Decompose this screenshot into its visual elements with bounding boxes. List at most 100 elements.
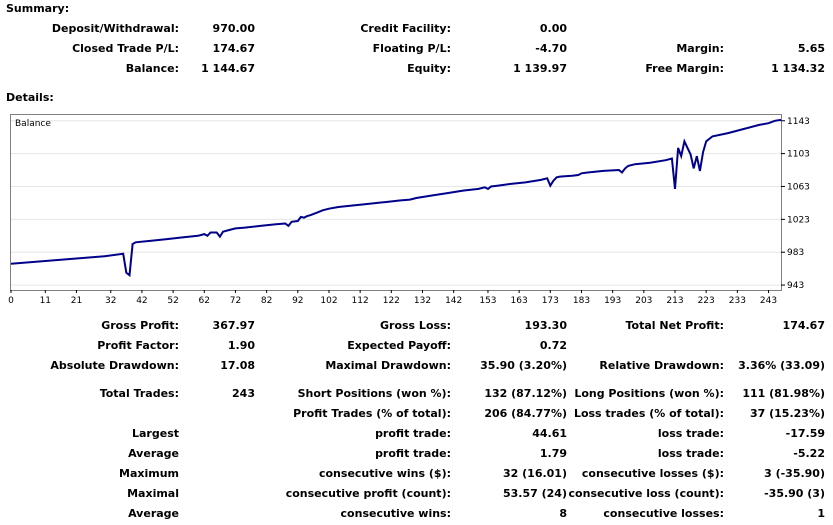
details-value: 44.61 xyxy=(532,427,567,440)
x-tick-label: 173 xyxy=(542,296,559,306)
y-tick-label: 1023 xyxy=(787,215,810,225)
x-tick-label: 183 xyxy=(573,296,590,306)
details-value: 243 xyxy=(232,387,255,400)
chart-legend: Balance xyxy=(15,119,51,129)
y-tick-label: 1063 xyxy=(787,182,810,192)
details-label: Maximum xyxy=(119,467,179,480)
x-tick-label: 52 xyxy=(167,296,178,306)
summary-title: Summary: xyxy=(6,2,70,15)
details-label: Average xyxy=(128,507,179,520)
details-value: 1.90 xyxy=(227,339,255,352)
closed-trade-pl-value: 174.67 xyxy=(212,42,255,55)
details-label: consecutive wins ($): xyxy=(318,467,451,480)
x-tick-label: 21 xyxy=(71,296,82,306)
x-tick-label: 243 xyxy=(760,296,777,306)
details-value: -35.90 (3) xyxy=(764,487,825,500)
details-label: Expected Payoff: xyxy=(347,339,451,352)
details-value: -5.22 xyxy=(793,447,825,460)
details-label: Profit Trades (% of total): xyxy=(293,407,451,420)
x-tick-label: 72 xyxy=(230,296,241,306)
x-tick-label: 112 xyxy=(352,296,369,306)
details-label: loss trade: xyxy=(657,427,724,440)
details-value: 32 (16.01) xyxy=(503,467,567,480)
details-value: 0.72 xyxy=(539,339,567,352)
x-tick-label: 102 xyxy=(320,296,337,306)
x-tick-label: 153 xyxy=(479,296,496,306)
x-tick-label: 142 xyxy=(445,296,462,306)
equity-label: Equity: xyxy=(407,62,451,75)
details-label: Gross Profit: xyxy=(101,319,179,332)
x-tick-label: 223 xyxy=(698,296,715,306)
floating-pl-label: Floating P/L: xyxy=(372,42,451,55)
details-value: 193.30 xyxy=(524,319,567,332)
details-label: profit trade: xyxy=(375,427,451,440)
x-tick-label: 213 xyxy=(666,296,683,306)
details-value: 3.36% (33.09) xyxy=(738,359,825,372)
y-tick-label: 1103 xyxy=(787,150,810,160)
balance-line xyxy=(10,118,782,278)
x-tick-label: 193 xyxy=(604,296,621,306)
details-label: Long Positions (won %): xyxy=(574,387,724,400)
details-label: Short Positions (won %): xyxy=(297,387,451,400)
x-tick-label: 62 xyxy=(199,296,210,306)
y-tick-label: 1143 xyxy=(787,117,810,127)
x-tick-label: 92 xyxy=(292,296,303,306)
details-value: 206 (84.77%) xyxy=(484,407,567,420)
details-label: consecutive wins: xyxy=(340,507,451,520)
details-label: Profit Factor: xyxy=(97,339,179,352)
x-tick-label: 82 xyxy=(261,296,272,306)
details-label: consecutive losses: xyxy=(603,507,724,520)
details-value: 174.67 xyxy=(782,319,825,332)
details-value: 111 (81.98%) xyxy=(742,387,825,400)
details-label: profit trade: xyxy=(375,447,451,460)
credit-facility-value: 0.00 xyxy=(539,22,567,35)
margin-label: Margin: xyxy=(676,42,724,55)
equity-value: 1 139.97 xyxy=(513,62,567,75)
x-tick-label: 233 xyxy=(729,296,746,306)
deposit-withdrawal-label: Deposit/Withdrawal: xyxy=(51,22,179,35)
balance-value: 1 144.67 xyxy=(201,62,255,75)
deposit-withdrawal-value: 970.00 xyxy=(212,22,255,35)
details-value: 1 xyxy=(817,507,825,520)
x-tick-label: 42 xyxy=(136,296,147,306)
details-title: Details: xyxy=(6,91,54,104)
details-label: consecutive loss (count): xyxy=(568,487,724,500)
floating-pl-value: -4.70 xyxy=(535,42,567,55)
details-label: Gross Loss: xyxy=(380,319,451,332)
details-value: 132 (87.12%) xyxy=(484,387,567,400)
details-value: 3 (-35.90) xyxy=(764,467,825,480)
balance-label: Balance: xyxy=(125,62,179,75)
details-label: Loss trades (% of total): xyxy=(573,407,724,420)
y-tick-label: 943 xyxy=(787,281,804,291)
x-tick-label: 163 xyxy=(511,296,528,306)
details-label: Relative Drawdown: xyxy=(599,359,724,372)
x-tick-label: 122 xyxy=(383,296,400,306)
x-tick-label: 32 xyxy=(105,296,116,306)
x-tick-label: 0 xyxy=(8,296,14,306)
margin-value: 5.65 xyxy=(797,42,825,55)
details-value: 8 xyxy=(559,507,567,520)
free-margin-value: 1 134.32 xyxy=(771,62,825,75)
details-value: -17.59 xyxy=(785,427,825,440)
x-tick-label: 203 xyxy=(635,296,652,306)
details-label: Total Net Profit: xyxy=(625,319,725,332)
details-label: Largest xyxy=(132,427,179,440)
details-label: consecutive losses ($): xyxy=(581,467,724,480)
x-tick-label: 132 xyxy=(414,296,431,306)
details-value: 35.90 (3.20%) xyxy=(480,359,567,372)
details-label: Maximal xyxy=(127,487,179,500)
y-tick-label: 983 xyxy=(787,248,804,258)
x-tick-label: 11 xyxy=(40,296,51,306)
details-value: 17.08 xyxy=(220,359,255,372)
details-label: Maximal Drawdown: xyxy=(325,359,451,372)
details-label: Average xyxy=(128,447,179,460)
details-label: Total Trades: xyxy=(99,387,179,400)
free-margin-label: Free Margin: xyxy=(645,62,724,75)
details-label: Absolute Drawdown: xyxy=(50,359,179,372)
details-value: 1.79 xyxy=(539,447,567,460)
details-value: 367.97 xyxy=(212,319,255,332)
balance-chart xyxy=(10,114,782,291)
details-value: 37 (15.23%) xyxy=(749,407,825,420)
details-label: consecutive profit (count): xyxy=(285,487,451,500)
